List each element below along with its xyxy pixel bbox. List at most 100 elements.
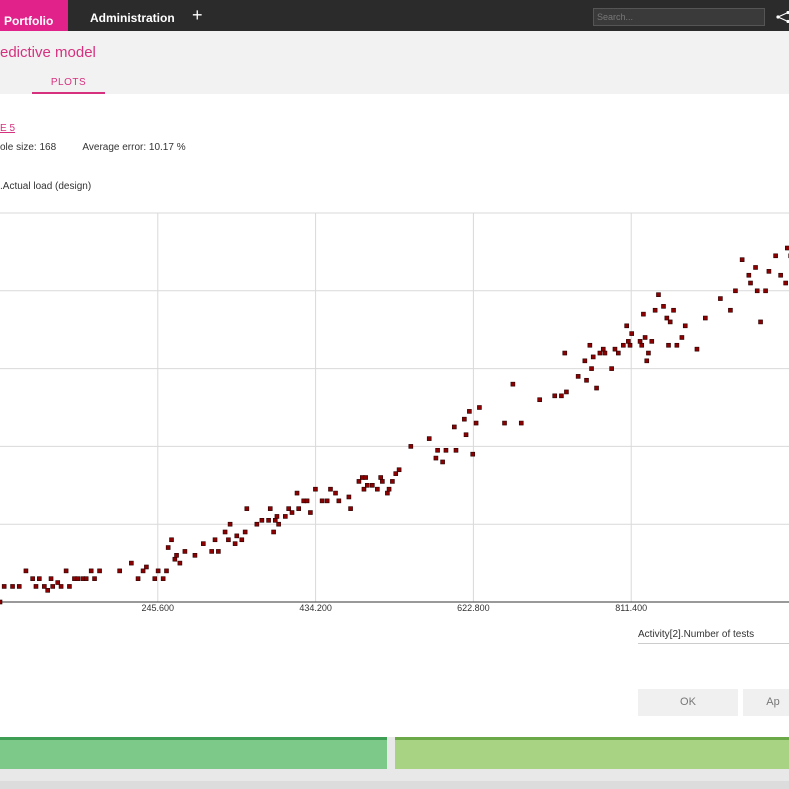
apply-button[interactable]: Ap [743, 689, 789, 716]
data-point [0, 599, 3, 605]
data-point [174, 553, 179, 558]
scatter-plot: 245.600 434.200 622.800 811.400 [0, 212, 789, 613]
data-point [16, 584, 22, 589]
data-point [637, 339, 643, 344]
data-point [667, 319, 673, 325]
page-header: edictive model PLOTS [0, 31, 789, 94]
data-point [728, 307, 733, 313]
data-point [267, 506, 273, 511]
data-point [33, 584, 39, 589]
data-point [283, 514, 288, 519]
data-point [629, 331, 635, 336]
data-point [694, 346, 700, 352]
data-point [296, 506, 301, 511]
data-point [272, 518, 278, 523]
data-point [600, 346, 606, 352]
data-point [165, 545, 171, 550]
data-point [443, 447, 449, 453]
data-point [75, 576, 81, 581]
tab-plots[interactable]: PLOTS [32, 77, 105, 94]
add-tab-button[interactable]: + [192, 5, 203, 25]
data-point [758, 319, 763, 325]
data-point [92, 576, 97, 581]
data-point [671, 307, 676, 313]
data-point [313, 486, 318, 492]
data-point [766, 269, 772, 274]
data-point [433, 455, 439, 461]
data-point [88, 568, 94, 574]
data-point [289, 510, 295, 515]
tab-administration[interactable]: Administration [90, 11, 175, 25]
data-point [346, 494, 352, 500]
data-point [244, 506, 250, 511]
search-input[interactable] [593, 8, 765, 26]
data-point [271, 529, 276, 535]
data-point [254, 521, 260, 527]
data-point [169, 537, 174, 543]
data-point [274, 514, 280, 519]
data-point [336, 498, 342, 504]
data-point [682, 323, 688, 329]
x-tick-label: 622.800 [457, 603, 490, 613]
sample-size-text: ole size: 168 [0, 142, 57, 153]
data-point [232, 541, 238, 546]
data-point [621, 342, 626, 348]
data-point [582, 358, 588, 364]
data-point [365, 482, 370, 488]
data-point [45, 588, 50, 593]
data-point [597, 350, 603, 356]
data-point [785, 245, 789, 251]
data-point [783, 280, 788, 286]
data-point [656, 292, 661, 297]
data-point [753, 265, 758, 270]
data-point [649, 339, 655, 344]
tab-portfolio[interactable]: Portfolio [0, 0, 68, 31]
x-tick-label: 245.600 [142, 603, 175, 613]
model-stats: ole size: 168 Average error: 10.17 % [0, 142, 210, 153]
data-point [328, 486, 333, 492]
data-point [639, 342, 645, 348]
data-point [144, 564, 149, 570]
data-point [452, 424, 457, 430]
data-point [363, 475, 368, 480]
data-point [212, 537, 218, 543]
data-point [589, 366, 594, 371]
data-point [773, 253, 778, 259]
data-point [201, 541, 206, 546]
share-icon[interactable] [776, 11, 789, 23]
data-point [227, 521, 233, 527]
data-point [294, 490, 300, 496]
ok-button[interactable]: OK [638, 689, 738, 716]
data-point [739, 257, 745, 262]
data-point [435, 447, 440, 453]
x-axis-selector[interactable]: Activity[2].Number of tests [638, 629, 789, 644]
data-point [612, 346, 618, 352]
plot-dialog: E 5 ole size: 168 Average error: 10.17 %… [0, 94, 789, 737]
data-point [286, 506, 291, 511]
data-point [666, 342, 671, 348]
data-point [375, 486, 380, 492]
data-point [63, 568, 69, 574]
data-point [356, 479, 362, 484]
data-point [380, 479, 385, 484]
model-name-link[interactable]: E 5 [0, 123, 16, 134]
data-point [748, 280, 753, 286]
data-point [361, 486, 367, 492]
data-point [385, 490, 390, 496]
data-point [378, 475, 383, 480]
x-tick-label: 811.400 [615, 603, 647, 613]
data-point [239, 537, 245, 543]
data-point [324, 498, 330, 504]
data-point [1, 584, 7, 589]
data-point [234, 533, 240, 539]
data-point [140, 568, 146, 574]
data-point [135, 576, 141, 581]
data-point [192, 553, 198, 558]
data-point [333, 490, 338, 496]
data-point [703, 315, 708, 321]
data-point [30, 576, 35, 581]
data-point [594, 385, 599, 391]
data-point [117, 568, 122, 574]
data-point [370, 482, 375, 488]
data-point [754, 288, 760, 294]
